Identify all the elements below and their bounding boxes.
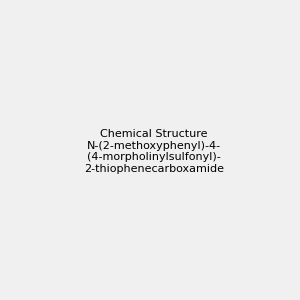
Text: Chemical Structure
N-(2-methoxyphenyl)-4-
(4-morpholinylsulfonyl)-
2-thiopheneca: Chemical Structure N-(2-methoxyphenyl)-4… — [84, 129, 224, 174]
